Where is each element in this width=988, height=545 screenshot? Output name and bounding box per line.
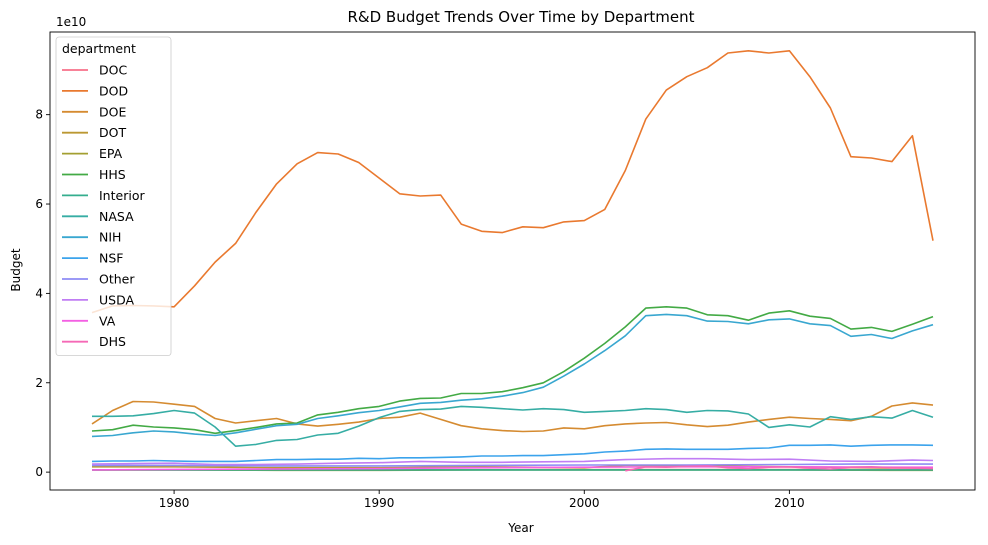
series-layer: [91, 49, 934, 472]
series-line-usda: [91, 457, 934, 466]
series-line-dod: [91, 49, 934, 314]
legend-label-nasa: NASA: [99, 209, 134, 224]
legend-label-dhs: DHS: [99, 334, 126, 349]
legend-label-usda: USDA: [99, 292, 134, 307]
legend-label-nsf: NSF: [99, 251, 123, 266]
legend-label-epa: EPA: [99, 146, 123, 161]
legend: department DOC DOD DOE DOT EPA HHS Interior NASA…: [55, 36, 172, 357]
series-line-other: [92, 463, 933, 467]
legend-label-dod: DOD: [99, 83, 128, 98]
x-tick-label-2000: 2000: [569, 496, 600, 510]
x-tick-label-1980: 1980: [159, 496, 190, 510]
legend-title: department: [62, 41, 136, 56]
series-line-nih: [91, 313, 934, 438]
axes: 1980 1990 2000 2010 0 2 4 6 8: [35, 31, 976, 510]
series-line-nsf: [91, 444, 934, 463]
x-tick-label-1990: 1990: [364, 496, 395, 510]
legend-label-hhs: HHS: [99, 167, 126, 182]
series-line-hhs: [91, 305, 934, 435]
legend-label-doe: DOE: [99, 104, 126, 119]
series-line-doe: [91, 400, 934, 433]
y-tick-label-4: 4: [35, 286, 43, 300]
y-tick-label-8: 8: [35, 108, 43, 122]
y-tick-label-0: 0: [35, 465, 43, 479]
series-line-nasa: [92, 405, 934, 448]
legend-label-nih: NIH: [99, 230, 121, 245]
plot-frame: [49, 31, 976, 491]
x-tick-label-2010: 2010: [774, 496, 805, 510]
y-axis-label: Budget: [9, 248, 23, 291]
legend-label-dot: DOT: [99, 125, 126, 140]
y-tick-label-6: 6: [35, 197, 43, 211]
y-offset-text: 1e10: [56, 15, 86, 29]
legend-label-other: Other: [99, 272, 135, 287]
series-line-dhs: [625, 465, 934, 472]
series-line-va: [91, 465, 933, 471]
legend-label-doc: DOC: [99, 63, 127, 78]
x-axis-label: Year: [507, 521, 533, 535]
chart-title: R&D Budget Trends Over Time by Departmen…: [347, 8, 694, 26]
legend-label-interior: Interior: [99, 188, 145, 203]
legend-box: [55, 36, 172, 357]
y-tick-label-2: 2: [35, 376, 43, 390]
legend-label-va: VA: [99, 313, 116, 328]
